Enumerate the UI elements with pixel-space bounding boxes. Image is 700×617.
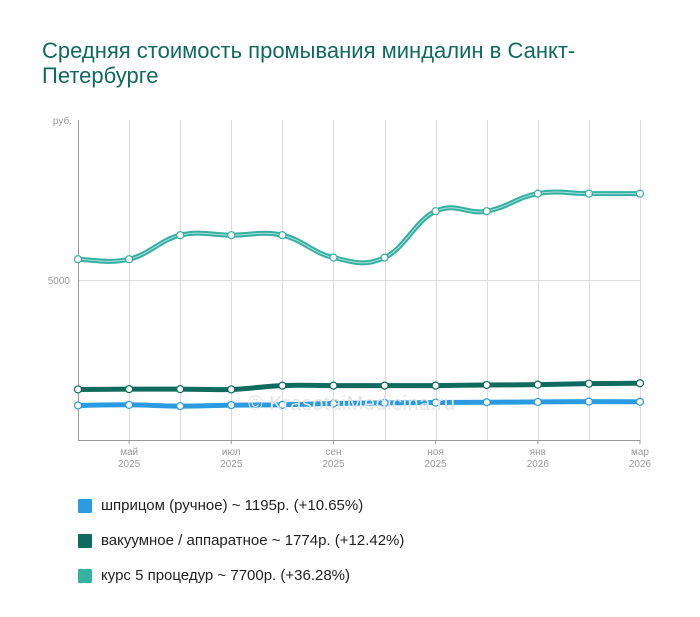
data-point[interactable] bbox=[227, 401, 236, 410]
data-point[interactable] bbox=[482, 380, 491, 390]
legend-item-vacuum[interactable]: вакуумное / аппаратное ~ 1774р. (+12.42%… bbox=[78, 523, 404, 558]
x-tick-label-year: 2026 bbox=[629, 459, 652, 470]
data-point[interactable] bbox=[584, 397, 594, 406]
x-tick-label-year: 2025 bbox=[322, 459, 345, 470]
legend-label-vacuum: вакуумное / аппаратное ~ 1774р. (+12.42%… bbox=[101, 532, 405, 549]
x-tick-label-year: 2025 bbox=[425, 459, 448, 470]
legend-label-course: курс 5 процедур ~ 7700р. (+36.28%) bbox=[101, 567, 351, 584]
data-point[interactable] bbox=[176, 231, 185, 240]
chart-title: Средняя стоимость промывания миндалин в … bbox=[42, 38, 576, 88]
data-point[interactable] bbox=[176, 385, 185, 394]
legend-swatch-vacuum bbox=[78, 533, 92, 548]
data-point[interactable] bbox=[533, 397, 542, 407]
data-point[interactable] bbox=[73, 385, 83, 394]
x-tick-label-month: май bbox=[120, 447, 138, 458]
data-point[interactable] bbox=[431, 398, 440, 407]
data-point[interactable] bbox=[227, 385, 236, 394]
x-tick-label-month: янв bbox=[530, 447, 546, 458]
data-point[interactable] bbox=[278, 231, 287, 240]
y-axis-unit-label: руб. bbox=[53, 115, 72, 127]
x-tick-label-year: 2025 bbox=[220, 459, 243, 470]
data-point[interactable] bbox=[278, 400, 287, 409]
x-tick-label-month: ноя bbox=[427, 447, 444, 458]
watermark: © KrasotaiMedicina.ru bbox=[248, 393, 456, 415]
series-line-syringe bbox=[75, 399, 643, 409]
data-point[interactable] bbox=[329, 381, 338, 390]
data-point[interactable] bbox=[635, 397, 645, 406]
data-point[interactable] bbox=[533, 189, 542, 198]
x-tick-label-month: мар bbox=[631, 447, 649, 458]
data-point[interactable] bbox=[278, 381, 287, 390]
data-point[interactable] bbox=[124, 385, 134, 394]
x-tick-label-year: 2025 bbox=[118, 459, 141, 470]
data-point[interactable] bbox=[584, 189, 594, 198]
data-point[interactable] bbox=[73, 401, 83, 410]
data-point[interactable] bbox=[124, 400, 134, 409]
data-point[interactable] bbox=[329, 253, 338, 262]
x-tick-label-month: сен bbox=[325, 447, 341, 458]
data-point[interactable] bbox=[635, 379, 645, 388]
series-line-course bbox=[75, 189, 643, 266]
legend-label-syringe: шприцом (ручное) ~ 1195р. (+10.65%) bbox=[101, 497, 364, 514]
x-tick-label-month: июл bbox=[222, 447, 241, 458]
data-point[interactable] bbox=[380, 381, 389, 390]
data-point[interactable] bbox=[482, 398, 491, 407]
data-point[interactable] bbox=[124, 255, 134, 264]
data-point[interactable] bbox=[227, 231, 236, 240]
data-point[interactable] bbox=[380, 253, 389, 262]
data-point[interactable] bbox=[533, 380, 542, 389]
series-line-course-highlight bbox=[77, 191, 640, 264]
data-point[interactable] bbox=[329, 399, 338, 408]
data-point[interactable] bbox=[431, 381, 440, 390]
data-point[interactable] bbox=[584, 379, 594, 388]
data-point[interactable] bbox=[635, 189, 645, 198]
legend-swatch-course bbox=[78, 568, 92, 583]
series-line-vacuum bbox=[75, 380, 643, 393]
y-tick-label: 5000 bbox=[48, 276, 71, 287]
data-point[interactable] bbox=[73, 255, 83, 264]
data-point[interactable] bbox=[482, 207, 491, 216]
x-tick-label-year: 2026 bbox=[527, 459, 550, 470]
data-point[interactable] bbox=[176, 401, 185, 411]
legend-item-course[interactable]: курс 5 процедур ~ 7700р. (+36.28%) bbox=[78, 558, 404, 593]
chart-legend: шприцом (ручное) ~ 1195р. (+10.65%) ваку… bbox=[78, 488, 404, 593]
data-point[interactable] bbox=[431, 207, 440, 216]
legend-swatch-syringe bbox=[78, 498, 92, 513]
data-point[interactable] bbox=[380, 398, 389, 407]
legend-item-syringe[interactable]: шприцом (ручное) ~ 1195р. (+10.65%) bbox=[78, 488, 404, 523]
